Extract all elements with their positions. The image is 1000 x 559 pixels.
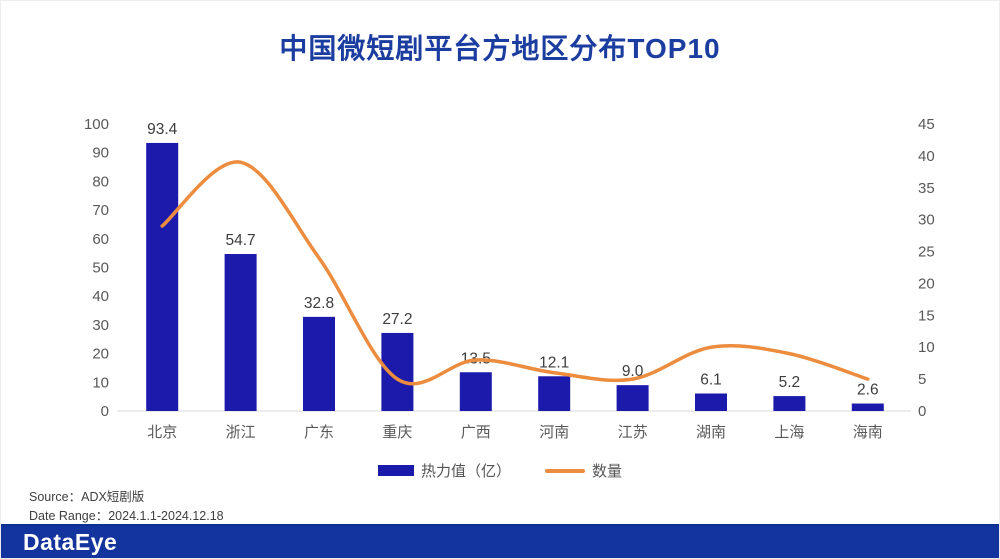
- bar-上海: [773, 396, 806, 411]
- bar-value-label: 12.1: [539, 354, 569, 371]
- x-axis-label-上海: 上海: [774, 424, 804, 441]
- date-range-line: Date Range：2024.1.1-2024.12.18: [29, 507, 224, 526]
- y-axis-left-tick: 10: [92, 374, 109, 391]
- bar-value-label: 32.8: [304, 295, 334, 312]
- legend-label-heat-value: 热力值（亿）: [420, 463, 511, 480]
- y-axis-left-tick: 50: [92, 260, 109, 277]
- y-axis-left-tick: 80: [92, 173, 109, 190]
- line-series-count: [160, 160, 870, 386]
- y-axis-right-tick: 30: [918, 212, 935, 229]
- bar-海南: [851, 403, 884, 411]
- bar-value-label: 6.1: [700, 371, 722, 388]
- bar-浙江: [224, 254, 257, 411]
- x-axis-label-重庆: 重庆: [382, 424, 412, 441]
- y-axis-right-tick: 45: [918, 116, 935, 133]
- y-axis-right-tick: 25: [918, 244, 935, 261]
- y-axis-right-tick: 35: [918, 180, 935, 197]
- x-axis-label-广东: 广东: [304, 424, 334, 441]
- bar-value-label: 27.2: [382, 311, 412, 328]
- y-axis-right-tick: 40: [918, 148, 935, 165]
- chart-legend: 热力值（亿） 数量: [1, 460, 999, 481]
- source-line: Source：ADX短剧版: [29, 488, 224, 507]
- y-axis-right-tick: 5: [918, 371, 926, 388]
- x-axis-label-湖南: 湖南: [696, 424, 726, 441]
- bar-value-label: 5.2: [779, 374, 801, 391]
- bar-value-label: 2.6: [857, 382, 879, 399]
- bar-广东: [303, 316, 335, 411]
- y-axis-left-tick: 60: [92, 231, 109, 248]
- bar-湖南: [695, 393, 727, 411]
- bar-value-label: 9.0: [622, 363, 644, 380]
- date-range-value: 2024.1.1-2024.12.18: [108, 509, 224, 523]
- source-prefix: Source：: [29, 490, 82, 504]
- date-range-prefix: Date Range：: [29, 509, 109, 523]
- chart-footer: Source：ADX短剧版 Date Range：2024.1.1-2024.1…: [29, 488, 224, 526]
- x-axis-label-广西: 广西: [461, 424, 491, 441]
- legend-label-count: 数量: [592, 463, 623, 480]
- y-axis-left-tick: 40: [92, 288, 109, 305]
- y-axis-left-tick: 100: [84, 116, 109, 133]
- y-axis-right-tick: 10: [918, 339, 935, 356]
- y-axis-right-tick: 0: [918, 403, 926, 420]
- bar-series-swatch: [377, 465, 414, 476]
- x-axis-label-江苏: 江苏: [618, 424, 648, 441]
- line-series-swatch: [545, 468, 585, 473]
- y-axis-right-tick: 15: [918, 307, 935, 324]
- chart-title: 中国微短剧平台方地区分布TOP10: [279, 33, 721, 64]
- bar-广西: [459, 372, 492, 411]
- y-axis-left-tick: 90: [92, 145, 109, 162]
- bar-value-label: 54.7: [226, 232, 256, 249]
- legend-item-heat-value: 热力值（亿）: [377, 460, 511, 481]
- bar-value-label: 93.4: [147, 121, 178, 138]
- y-axis-left-tick: 70: [92, 202, 109, 219]
- source-value: ADX短剧版: [81, 490, 145, 504]
- x-axis-label-海南: 海南: [853, 424, 883, 441]
- legend-item-count: 数量: [545, 460, 622, 481]
- x-axis-label-北京: 北京: [147, 424, 177, 441]
- x-axis-label-浙江: 浙江: [226, 424, 256, 441]
- bar-北京: [146, 142, 179, 411]
- bar-重庆: [381, 332, 414, 411]
- bar-河南: [538, 376, 571, 411]
- x-axis-label-河南: 河南: [539, 424, 569, 441]
- y-axis-left-tick: 20: [92, 346, 109, 363]
- y-axis-left-tick: 0: [101, 403, 109, 420]
- y-axis-left-tick: 30: [92, 317, 109, 334]
- bar-江苏: [616, 385, 649, 411]
- combo-chart: 0 10 20 30 40 50 60 70 80 90 100 0 5 10 15 20 25 30 35 40 45…: [84, 116, 935, 441]
- dataeye-logo: DataEye: [23, 528, 118, 555]
- brand-banner: DataEye: [1, 524, 999, 558]
- y-axis-right-tick: 20: [918, 275, 935, 292]
